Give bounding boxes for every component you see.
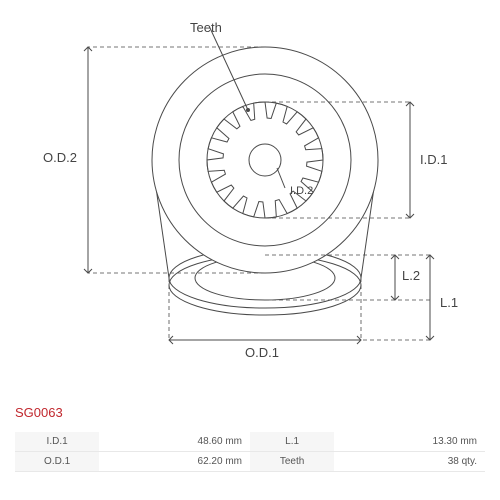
label-od1: O.D.1 [245, 345, 279, 360]
label-teeth: Teeth [190, 20, 222, 35]
part-number: SG0063 [15, 405, 63, 420]
spec-value: 38 qty. [334, 452, 485, 472]
label-id2: I.D.2 [290, 185, 313, 197]
spec-label: O.D.1 [15, 452, 99, 472]
label-l1: L.1 [440, 295, 458, 310]
label-od2: O.D.2 [43, 150, 77, 165]
spec-label: I.D.1 [15, 432, 99, 452]
spec-table: I.D.1 48.60 mm L.1 13.30 mm O.D.1 62.20 … [15, 432, 485, 472]
label-id1: I.D.1 [420, 152, 447, 167]
table-row: I.D.1 48.60 mm L.1 13.30 mm [15, 432, 485, 452]
spec-value: 13.30 mm [334, 432, 485, 452]
engineering-diagram [30, 10, 470, 380]
spec-label: Teeth [250, 452, 334, 472]
spec-value: 62.20 mm [99, 452, 250, 472]
label-l2: L.2 [402, 268, 420, 283]
spec-value: 48.60 mm [99, 432, 250, 452]
table-row: O.D.1 62.20 mm Teeth 38 qty. [15, 452, 485, 472]
spec-label: L.1 [250, 432, 334, 452]
